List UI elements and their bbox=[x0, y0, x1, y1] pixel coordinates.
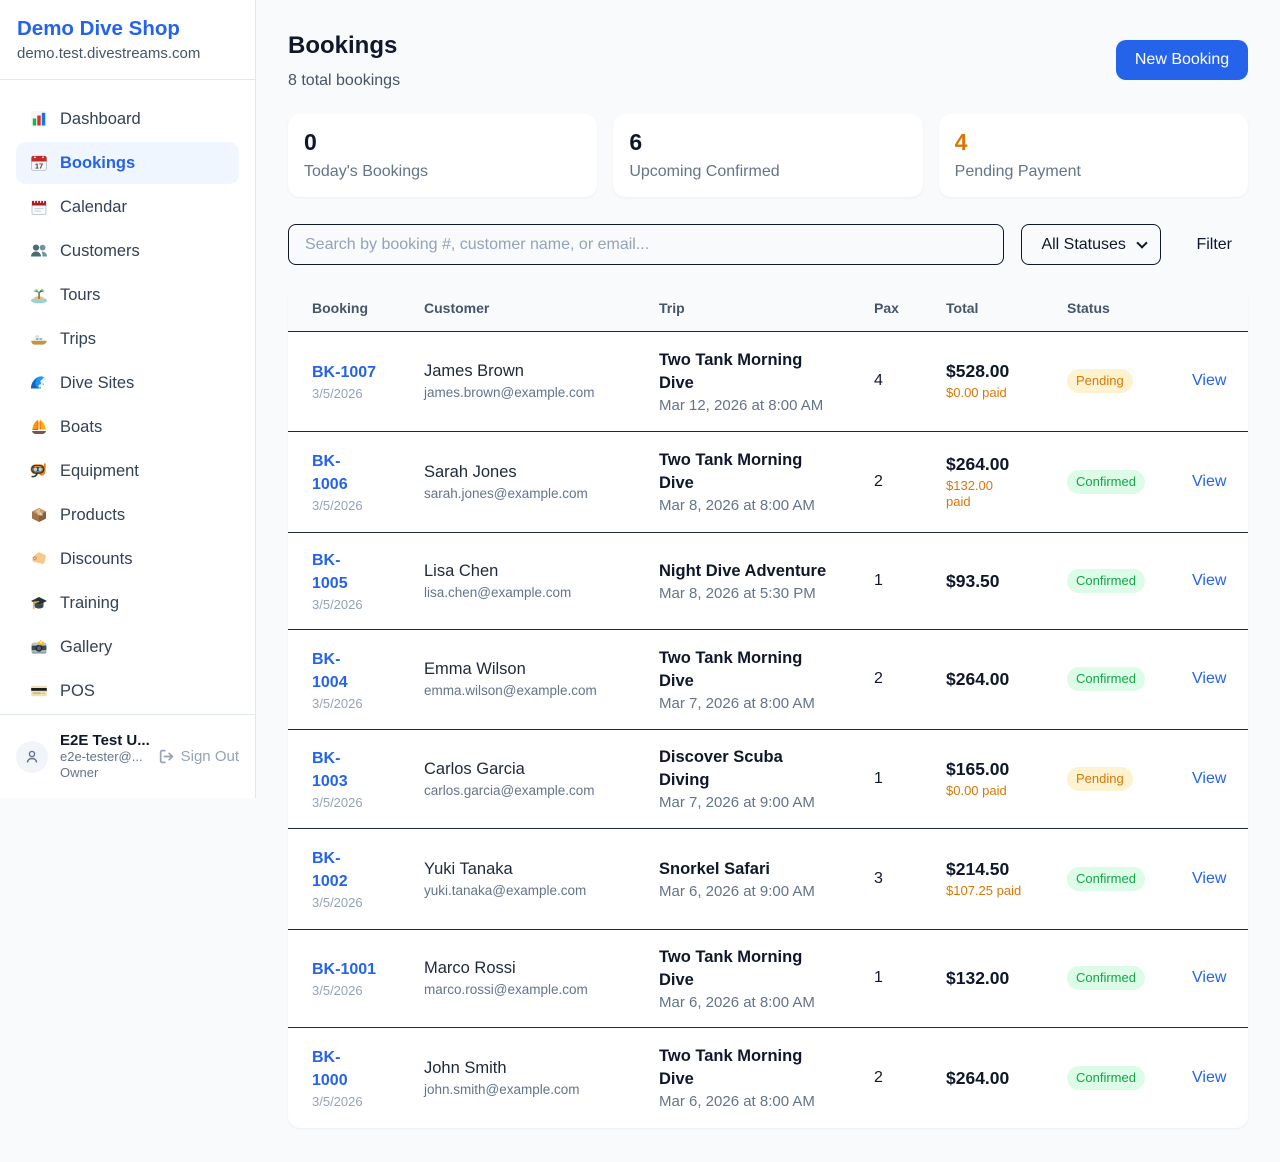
svg-text:17: 17 bbox=[35, 161, 43, 170]
